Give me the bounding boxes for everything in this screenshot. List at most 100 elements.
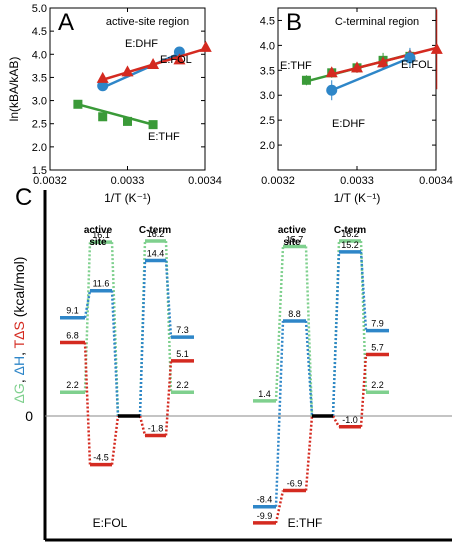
connector: [304, 246, 314, 417]
value-label: 5.1: [176, 349, 189, 359]
value-label: 2.2: [371, 380, 384, 390]
connector: [331, 251, 341, 417]
y-tick-label: 3.0: [260, 90, 275, 102]
y-tick-label: 2.0: [260, 140, 275, 152]
value-label: 11.6: [93, 279, 110, 289]
y-tick-label: 2.5: [32, 119, 47, 131]
y-axis-label-part: (kcal/mol): [11, 257, 27, 322]
x-axis-label: 1/T (K⁻¹): [334, 191, 381, 205]
connector: [274, 490, 285, 524]
value-label: 2.2: [176, 380, 189, 390]
panel-label: C: [15, 184, 32, 211]
value-label: 2.2: [66, 380, 79, 390]
value-label: 7.9: [371, 319, 384, 329]
connector: [110, 242, 120, 417]
data-point: [351, 61, 363, 73]
value-label: -1.8: [148, 423, 164, 433]
section-label-active-site: site: [283, 237, 301, 248]
section-label-active-site: active: [84, 225, 113, 236]
data-point: [173, 53, 186, 65]
y-axis-label: ln(kBA/kAB): [7, 57, 21, 122]
x-tick-label: 0.0034: [419, 175, 453, 187]
value-label: 14.4: [147, 248, 165, 258]
data-point: [96, 71, 109, 83]
data-point: [121, 65, 134, 77]
connector: [138, 260, 147, 417]
y-axis-label-part: ΔG: [11, 383, 27, 403]
section-label-active-site: active: [278, 225, 307, 236]
data-point: [326, 84, 338, 96]
series-label: E:DHF: [125, 38, 158, 50]
connector: [83, 342, 92, 465]
value-label: 7.3: [176, 325, 189, 335]
connector: [83, 290, 92, 318]
connector: [274, 320, 285, 507]
section-label-c-term: C-term: [334, 225, 366, 236]
chart-title: active-site region: [106, 16, 189, 28]
y-tick-label: 4.0: [32, 49, 47, 61]
y-tick-label: 3.5: [32, 72, 47, 84]
y-tick-label: 4.5: [260, 15, 275, 27]
y-tick-label: 5.0: [32, 3, 47, 15]
x-tick-label: 0.0033: [340, 175, 374, 187]
section-label-c-term: C-term: [139, 225, 171, 236]
data-point: [73, 99, 83, 109]
connector: [164, 360, 173, 436]
y-tick-label: 3.5: [260, 65, 275, 77]
value-label: -1.0: [342, 415, 358, 425]
data-point: [148, 120, 158, 130]
y-tick-label: 4.0: [260, 40, 275, 52]
y-axis-label: ΔG, ΔH, TΔS (kcal/mol): [11, 257, 27, 404]
value-label: 15.2: [341, 240, 359, 250]
y-axis-label-part: ,: [11, 348, 27, 356]
y-axis-label-part: TΔS: [11, 321, 27, 348]
connector: [274, 246, 285, 401]
y-tick-label: 4.5: [32, 26, 47, 38]
fit-line: [77, 103, 154, 126]
connector: [304, 415, 314, 491]
section-label-active-site: site: [89, 237, 107, 248]
value-label: 8.8: [288, 309, 301, 319]
y-axis-label-part: ΔH: [11, 356, 27, 375]
data-point: [123, 116, 132, 126]
connector: [164, 260, 173, 338]
value-label: 1.4: [258, 389, 271, 399]
data-point: [98, 112, 108, 122]
y-tick-label: 1.5: [32, 165, 47, 177]
chart-title: C-terminal region: [335, 16, 419, 28]
data-point: [301, 75, 311, 85]
connector: [359, 240, 368, 393]
y-tick-label: 2.5: [260, 115, 275, 127]
x-tick-label: 0.0033: [111, 175, 145, 187]
fit-line: [102, 52, 180, 89]
value-label: 16.1: [92, 230, 110, 240]
x-tick-label: 0.0034: [188, 175, 222, 187]
connector: [359, 354, 368, 427]
series-label: E:FOL: [401, 59, 433, 71]
panel-label: A: [58, 9, 74, 36]
group-label: E:THF: [288, 516, 323, 530]
series-label: E:THF: [280, 60, 312, 72]
value-label: 15.7: [286, 234, 304, 244]
y-tick-label: 3.0: [32, 96, 47, 108]
value-label: -4.5: [93, 453, 109, 463]
panel-label: B: [286, 9, 302, 36]
connector: [359, 251, 368, 331]
connector: [110, 290, 120, 417]
value-label: 16.2: [147, 229, 165, 239]
group-label: E:FOL: [93, 516, 128, 530]
x-tick-label: 0.0032: [261, 175, 295, 187]
value-label: -8.4: [257, 495, 273, 505]
value-label: 6.8: [66, 331, 79, 341]
fit-line: [331, 56, 411, 92]
value-label: 16.2: [341, 229, 359, 239]
x-tick-label: 0.0032: [33, 175, 67, 187]
value-label: -6.9: [287, 479, 303, 489]
data-point: [325, 66, 338, 78]
value-label: -9.9: [257, 511, 273, 521]
y-axis-label-part: ,: [11, 375, 27, 383]
connector: [138, 415, 147, 436]
data-point: [97, 80, 109, 92]
